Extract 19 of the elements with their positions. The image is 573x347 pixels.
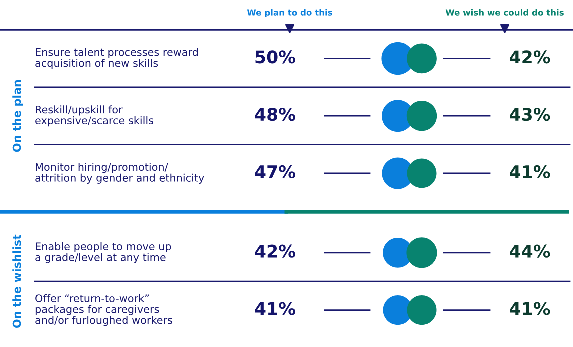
- data-label: 41%: [510, 302, 550, 316]
- data-label: 43%: [510, 108, 550, 122]
- data-label: 47%: [255, 165, 296, 179]
- data-label: 41%: [255, 302, 296, 316]
- text: On the wishlist: [12, 234, 22, 328]
- data-label: 41%: [510, 165, 550, 179]
- legend-label: We plan to do this: [247, 9, 332, 18]
- data-label: 50%: [256, 50, 296, 64]
- category-label: Monitor hiring/promotion/ attrition by gender and ethnicity: [36, 163, 204, 184]
- category-label: Ensure talent processes reward acquisition of new skills: [36, 48, 198, 70]
- text: On the plan: [12, 80, 24, 152]
- category-label: Enable people to move up a grade/level at any time: [36, 242, 172, 264]
- data-label: 44%: [510, 244, 550, 258]
- category-label: Reskill/upskill for expensive/scarce skills: [36, 106, 154, 127]
- legend-label: We wish we could do this: [446, 9, 564, 16]
- data-label: 42%: [510, 50, 550, 64]
- data-label: 48%: [255, 108, 296, 122]
- data-label: 42%: [255, 244, 296, 258]
- category-label: Offer “return-to-work” packages for caregivers and/or furloughed workers: [36, 294, 172, 326]
